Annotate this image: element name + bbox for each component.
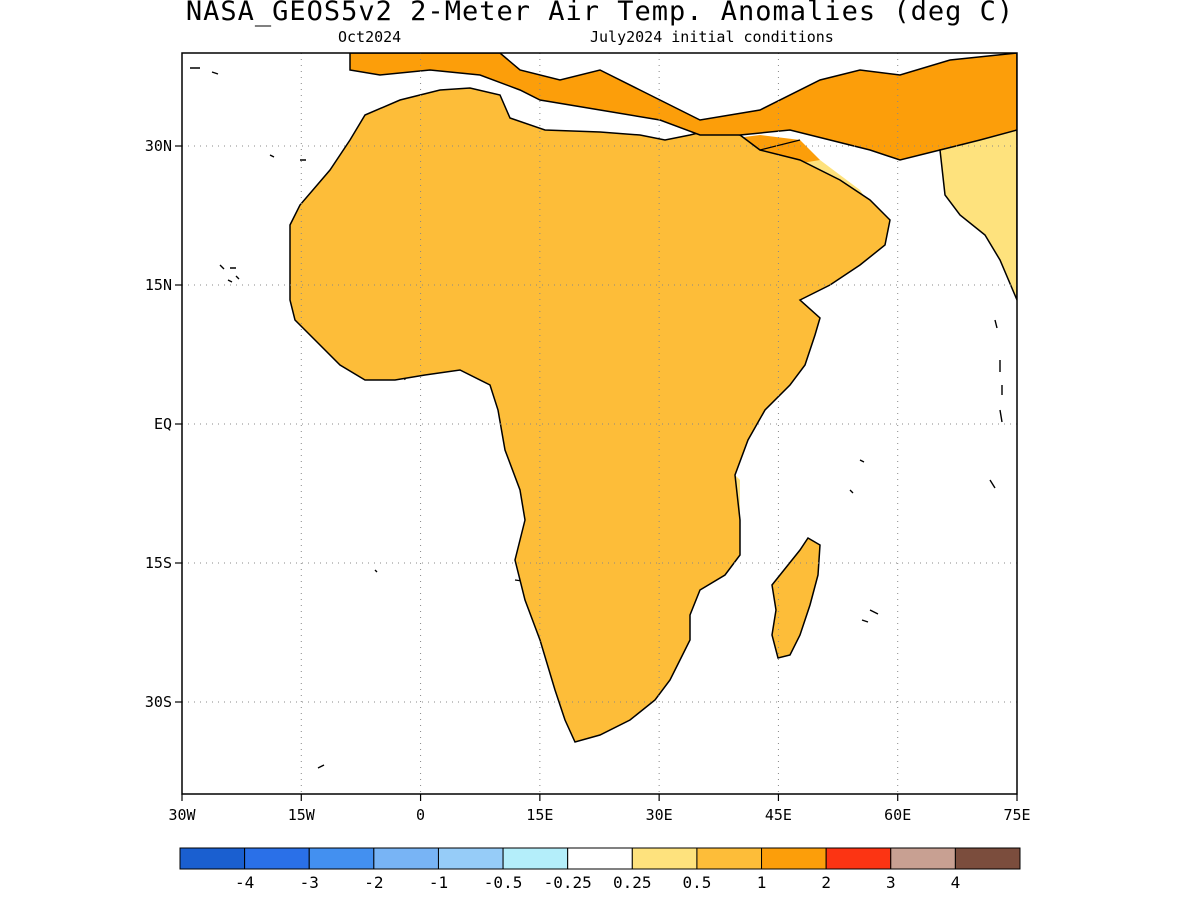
colorbar-swatch [890, 847, 956, 870]
colorbar-label: -1 [429, 873, 448, 892]
colorbar-swatch [954, 847, 1021, 870]
colorbar-swatch [761, 847, 827, 870]
colorbar-label: 0.5 [682, 873, 711, 892]
islands [190, 67, 1003, 769]
colorbar-swatch [631, 847, 698, 870]
coastlines [289, 53, 1017, 743]
colorbar-label: -4 [235, 873, 254, 892]
colorbar-swatch [244, 847, 310, 870]
colorbar-swatch [502, 847, 569, 870]
lon-tick-label: 0 [416, 806, 425, 824]
axis-ticks [175, 145, 1018, 801]
forecast-month: Oct2024 [338, 28, 402, 46]
lat-tick-label: 30N [145, 137, 172, 155]
colorbar-label: 1 [757, 873, 767, 892]
colorbar-label: 4 [951, 873, 961, 892]
lon-tick-label: 45E [765, 806, 792, 824]
map-field [182, 53, 1017, 794]
colorbar-swatch [567, 847, 633, 870]
colorbar-label: 2 [821, 873, 831, 892]
map-title: NASA_GEOS5v2 2-Meter Air Temp. Anomalies… [185, 0, 1015, 27]
colorbar-label: -0.25 [544, 873, 592, 892]
colorbar-label: 0.25 [613, 873, 652, 892]
lon-tick-label: 30W [168, 806, 196, 824]
colorbar-swatch [437, 847, 504, 870]
lon-tick-label: 15E [526, 806, 553, 824]
colorbar-swatch [373, 847, 439, 870]
lon-tick-label: 60E [884, 806, 911, 824]
colorbar-swatch [308, 847, 375, 870]
lon-tick-label: 15W [288, 806, 316, 824]
colorbar-swatch [696, 847, 763, 870]
colorbar [179, 847, 1021, 870]
lon-tick-label: 75E [1003, 806, 1030, 824]
colorbar-label: -0.5 [484, 873, 523, 892]
lat-tick-label: 15S [145, 554, 172, 572]
colorbar-swatch [179, 847, 246, 870]
colorbar-label: -3 [300, 873, 319, 892]
lat-tick-label: 15N [145, 276, 172, 294]
lat-tick-label: 30S [145, 693, 172, 711]
initial-conditions: July2024 initial conditions [590, 28, 834, 46]
colorbar-label: 3 [886, 873, 896, 892]
lat-tick-label: EQ [154, 415, 172, 433]
colorbar-label: -2 [364, 873, 383, 892]
colorbar-swatch [825, 847, 892, 870]
lon-tick-label: 30E [646, 806, 673, 824]
